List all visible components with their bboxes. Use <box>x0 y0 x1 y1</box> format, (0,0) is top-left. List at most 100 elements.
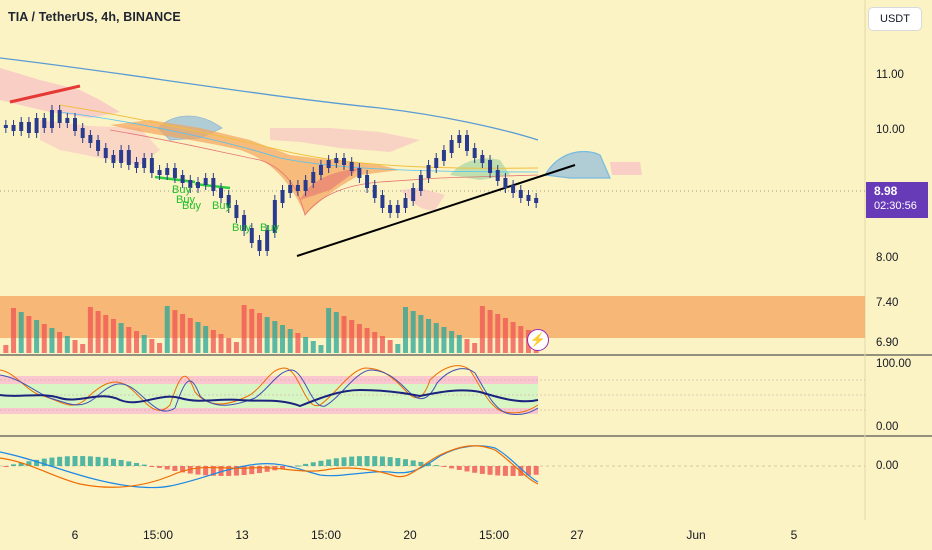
macd-bar <box>372 456 378 466</box>
red-trendline[interactable] <box>9 84 81 104</box>
volume-bar <box>264 317 270 353</box>
volume-bar <box>295 333 301 353</box>
volume-bar <box>187 318 193 353</box>
macd-bar <box>249 466 255 475</box>
volume-bar <box>34 320 40 353</box>
volume-bar <box>118 323 124 353</box>
volume-bar <box>426 319 432 353</box>
signal-line <box>0 445 539 488</box>
candle-body <box>526 195 531 201</box>
macd-bar <box>149 466 155 467</box>
volume-bar <box>326 308 332 353</box>
currency-button[interactable]: USDT <box>868 7 922 31</box>
volume-bar <box>379 336 385 353</box>
macd-bar <box>464 466 470 472</box>
volume-bar <box>441 327 447 353</box>
candle-body <box>534 198 539 203</box>
candle-body <box>211 178 216 191</box>
buy-signal-label: Buy <box>176 194 195 206</box>
macd-tick: 0.00 <box>876 460 899 472</box>
candle-body <box>457 135 462 143</box>
volume-bar <box>395 344 401 353</box>
macd-bar <box>233 466 239 476</box>
buy-signal-label: Buy <box>260 222 279 234</box>
volume-bar <box>64 336 70 353</box>
volume-bar <box>26 316 32 353</box>
volume-bar <box>103 315 109 353</box>
macd-bar <box>203 466 209 476</box>
macd-bar <box>502 466 508 476</box>
candle-body <box>249 228 254 243</box>
volume-bar <box>72 340 78 353</box>
candle-body <box>434 158 439 168</box>
macd-bar <box>510 466 516 476</box>
candle-body <box>19 122 24 131</box>
candle-body <box>318 165 323 175</box>
candlestick-series[interactable] <box>3 105 539 256</box>
volume-bar <box>172 310 178 353</box>
candle-body <box>488 160 493 173</box>
candle-body <box>96 140 101 151</box>
volume-bar <box>418 315 424 353</box>
osc-tick: 0.00 <box>876 421 899 433</box>
ichimoku-cloud <box>610 162 642 175</box>
volume-bar <box>3 345 9 353</box>
macd-bar <box>356 456 362 466</box>
macd-bar <box>310 462 316 466</box>
macd-bar <box>256 466 262 474</box>
candle-body <box>149 158 154 173</box>
volume-bar <box>110 319 116 353</box>
buy-signal-label: Buy <box>212 200 231 212</box>
volume-bar <box>487 310 493 353</box>
macd-bar <box>11 464 17 466</box>
candle-body <box>411 188 416 201</box>
volume-bar <box>502 318 508 353</box>
candle-body <box>165 168 170 175</box>
macd-bar <box>364 456 370 466</box>
candle-body <box>449 140 454 153</box>
time-tick: 20 <box>403 528 417 542</box>
macd-bar <box>525 466 531 476</box>
macd-bar <box>533 466 539 475</box>
volume-bar <box>464 339 470 353</box>
candle-body <box>80 128 85 138</box>
candle-body <box>395 205 400 213</box>
macd-bar <box>487 466 493 475</box>
candle-body <box>418 175 423 191</box>
upper-band-line <box>0 57 539 141</box>
symbol-title[interactable]: TIA / TetherUS, 4h, BINANCE <box>8 10 181 24</box>
lightning-icon[interactable]: ⚡ <box>527 329 549 351</box>
macd-bar <box>395 458 401 466</box>
time-tick: 15:00 <box>478 528 510 542</box>
macd-bar <box>110 458 116 466</box>
macd-bar <box>49 457 55 466</box>
macd-bar <box>3 466 9 467</box>
macd-bar <box>126 461 132 466</box>
candle-body <box>157 170 162 175</box>
candle-body <box>326 160 331 168</box>
candle-body <box>265 230 270 251</box>
candle-body <box>380 195 385 208</box>
volume-bar <box>241 305 247 353</box>
candle-body <box>57 110 62 123</box>
volume-bar <box>80 344 86 353</box>
candle-body <box>280 190 285 203</box>
volume-bar <box>218 334 224 353</box>
volume-bar <box>134 331 139 353</box>
volume-bar <box>456 335 462 353</box>
candle-body <box>119 150 124 163</box>
volume-bar <box>149 339 155 353</box>
macd-bar <box>218 466 224 476</box>
macd-bar <box>41 458 47 466</box>
volume-bar <box>157 343 163 353</box>
macd-bar <box>34 459 40 466</box>
time-tick: 5 <box>790 528 798 542</box>
price-tick: 10.00 <box>876 124 905 136</box>
volume-bar <box>433 323 439 353</box>
volume-bar <box>256 313 262 353</box>
macd-bar <box>72 456 78 466</box>
support-trendline[interactable] <box>296 164 576 257</box>
macd-bar <box>280 466 286 469</box>
price-tick: 7.40 <box>876 297 899 309</box>
